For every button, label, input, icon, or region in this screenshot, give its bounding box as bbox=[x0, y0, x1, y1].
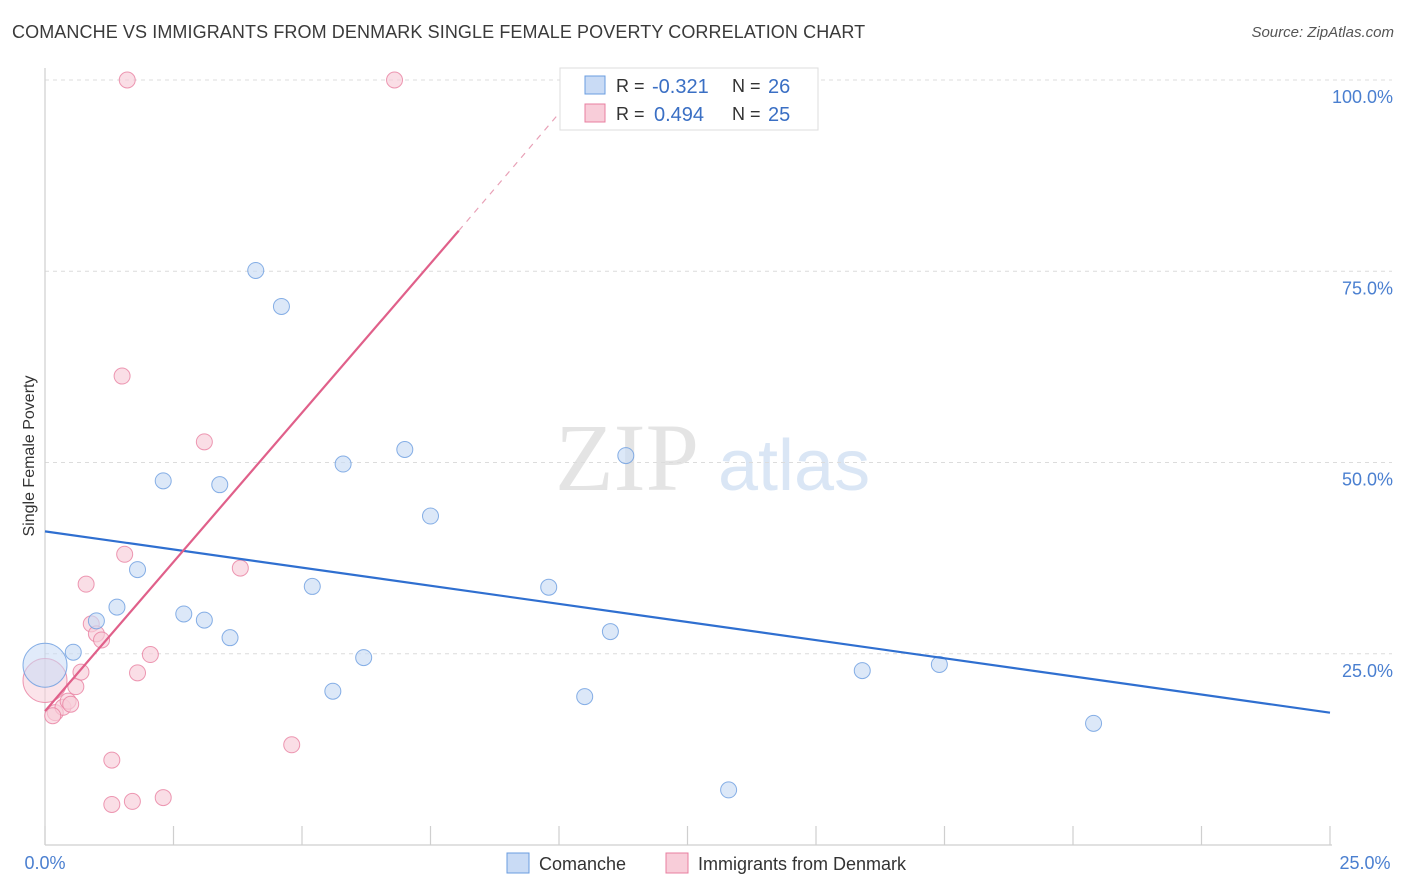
y-tick-label-25: 25.0% bbox=[1342, 661, 1393, 681]
comanche-point-3 bbox=[108, 598, 126, 616]
y-axis-label: Single Female Poverty bbox=[21, 376, 38, 537]
comanche-point-9 bbox=[221, 629, 239, 647]
denmark-point-13 bbox=[116, 545, 134, 563]
chart-title: COMANCHE VS IMMIGRANTS FROM DENMARK SING… bbox=[12, 22, 866, 42]
comanche-point-14 bbox=[334, 455, 352, 473]
y-tick-label-75: 75.0% bbox=[1342, 278, 1393, 298]
denmark-point-21 bbox=[231, 559, 249, 577]
comanche-point-19 bbox=[576, 688, 594, 706]
denmark-point-22 bbox=[283, 736, 301, 754]
series-legend: Comanche Immigrants from Denmark bbox=[506, 852, 907, 874]
trend-line-denmark bbox=[44, 229, 460, 712]
comanche-point-2 bbox=[87, 612, 105, 630]
denmark-point-20 bbox=[195, 433, 213, 451]
trend-lines bbox=[44, 94, 1331, 714]
legend-n-label-denmark: N = bbox=[732, 104, 761, 124]
denmark-point-19 bbox=[154, 789, 172, 807]
legend-swatch-comanche bbox=[584, 75, 606, 95]
denmark-point-10 bbox=[93, 631, 111, 649]
comanche-point-15 bbox=[355, 649, 373, 667]
watermark: ZIP atlas bbox=[555, 404, 870, 511]
comanche-point-0 bbox=[22, 642, 68, 688]
denmark-point-16 bbox=[129, 664, 147, 682]
x-axis-ticks bbox=[44, 826, 1331, 845]
legend-r-value-denmark: 0.494 bbox=[654, 104, 704, 126]
denmark-point-14 bbox=[118, 71, 136, 89]
comanche-point-12 bbox=[303, 577, 321, 595]
denmark-point-11 bbox=[103, 751, 121, 769]
comanche-point-5 bbox=[154, 472, 172, 490]
bottom-legend-swatch-comanche bbox=[506, 852, 530, 874]
comanche-point-22 bbox=[720, 781, 738, 799]
comanche-point-8 bbox=[211, 476, 229, 494]
y-tick-label-100: 100.0% bbox=[1332, 87, 1393, 107]
denmark-point-23 bbox=[386, 71, 404, 89]
comanche-point-11 bbox=[272, 297, 290, 315]
denmark-point-12 bbox=[113, 367, 131, 385]
comanche-point-20 bbox=[601, 623, 619, 641]
series-denmark-points bbox=[22, 71, 404, 813]
denmark-point-24 bbox=[44, 707, 62, 725]
legend-n-label-comanche: N = bbox=[732, 76, 761, 96]
comanche-point-10 bbox=[247, 261, 265, 279]
legend-r-value-comanche: -0.321 bbox=[652, 76, 709, 98]
comanche-point-17 bbox=[422, 507, 439, 525]
comanche-point-25 bbox=[1085, 714, 1103, 732]
legend-n-value-comanche: 26 bbox=[768, 76, 790, 98]
legend-r-label-comanche: R = bbox=[616, 76, 645, 96]
comanche-point-1 bbox=[64, 643, 82, 661]
series-comanche-points bbox=[22, 261, 1103, 799]
comanche-point-13 bbox=[324, 682, 342, 700]
comanche-point-7 bbox=[195, 611, 213, 629]
denmark-point-6 bbox=[72, 663, 90, 681]
x-tick-label-max: 25.0% bbox=[1339, 853, 1390, 873]
correlation-legend: R = -0.321 N = 26 R = 0.494 N = 25 bbox=[559, 67, 819, 131]
legend-r-label-denmark: R = bbox=[616, 104, 645, 124]
denmark-point-4 bbox=[62, 695, 80, 713]
comanche-point-6 bbox=[175, 605, 193, 623]
bottom-legend-label-comanche: Comanche bbox=[539, 854, 626, 874]
denmark-point-17 bbox=[103, 795, 121, 813]
comanche-point-4 bbox=[129, 561, 147, 579]
bottom-legend-swatch-denmark bbox=[665, 852, 689, 874]
y-tick-labels: 25.0% 50.0% 75.0% 100.0% bbox=[1332, 87, 1393, 681]
watermark-atlas: atlas bbox=[718, 426, 870, 506]
denmark-point-15 bbox=[123, 792, 141, 810]
y-tick-label-50: 50.0% bbox=[1342, 470, 1393, 490]
trend-line-denmark-extension bbox=[458, 94, 575, 232]
comanche-point-18 bbox=[540, 578, 558, 596]
comanche-point-23 bbox=[853, 662, 871, 680]
source-label: Source: ZipAtlas.com bbox=[1251, 24, 1394, 41]
comanche-point-16 bbox=[396, 440, 414, 458]
x-tick-label-min: 0.0% bbox=[24, 853, 65, 873]
bottom-legend-label-denmark: Immigrants from Denmark bbox=[698, 854, 907, 874]
denmark-point-18 bbox=[141, 646, 159, 664]
comanche-point-21 bbox=[617, 447, 635, 465]
legend-n-value-denmark: 25 bbox=[768, 104, 790, 126]
trend-line-comanche bbox=[44, 530, 1331, 714]
denmark-point-7 bbox=[77, 575, 95, 593]
legend-swatch-denmark bbox=[584, 103, 606, 123]
